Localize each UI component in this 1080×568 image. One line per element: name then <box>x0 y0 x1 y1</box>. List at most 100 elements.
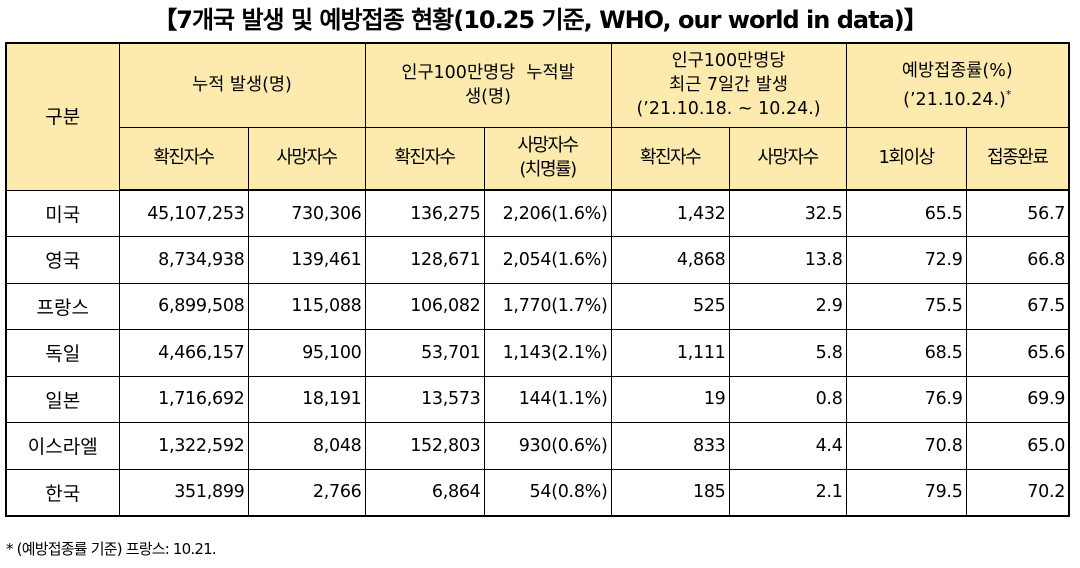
value-cell: 730,306 <box>247 189 366 237</box>
value-cell: 6,864 <box>364 468 485 516</box>
value-cell: 1,322,592 <box>118 422 249 470</box>
subheader-confirmed: 확진자수 <box>610 126 730 191</box>
value-cell: 1,143(2.1%) <box>483 329 612 377</box>
value-cell: 56.7 <box>965 189 1070 237</box>
value-cell: 152,803 <box>364 422 485 470</box>
table-row: 영국 8,734,938 139,461 128,671 2,054(1.6%) 4,86… <box>5 236 1070 284</box>
subheader-first-dose: 1회이상 <box>845 126 967 191</box>
value-cell: 67.5 <box>965 282 1070 330</box>
value-cell: 65.5 <box>845 189 967 237</box>
page-title: 【7개국 발생 및 예방접종 현황(10.25 기준, WHO, our wor… <box>153 6 927 34</box>
country-cell: 영국 <box>5 236 120 284</box>
group-header-per-million-cumulative: 인구100만명당 누적발 생(명) <box>364 42 612 128</box>
value-cell: 32.5 <box>728 189 847 237</box>
value-cell: 115,088 <box>247 282 366 330</box>
value-cell: 144(1.1%) <box>483 375 612 423</box>
value-cell: 13,573 <box>364 375 485 423</box>
table-row: 한국 351,899 2,766 6,864 54(0.8%) 185 2.1 79.5 70.… <box>5 468 1070 516</box>
subheader-deaths: 사망자수 <box>247 126 366 191</box>
group-header-line: 인구100만명당 <box>671 51 786 72</box>
value-cell: 76.9 <box>845 375 967 423</box>
value-cell: 525 <box>610 282 730 330</box>
group-header-line: (’21.10.18. ~ 10.24.) <box>636 99 821 120</box>
value-cell: 18,191 <box>247 375 366 423</box>
group-header-line: 예방접종률(%) <box>901 60 1013 81</box>
value-cell: 136,275 <box>364 189 485 237</box>
subheader-label: (치명률) <box>519 159 577 181</box>
value-cell: 128,671 <box>364 236 485 284</box>
subheader-fully-vaccinated: 접종완료 <box>965 126 1070 191</box>
table-row: 미국 45,107,253 730,306 136,275 2,206(1.6%) 1,4… <box>5 189 1070 237</box>
country-cell: 한국 <box>5 468 120 516</box>
subheader-label: 확진자수 <box>153 147 215 169</box>
category-header: 구분 <box>5 42 120 191</box>
value-cell: 4,868 <box>610 236 730 284</box>
value-cell: 70.8 <box>845 422 967 470</box>
value-cell: 833 <box>610 422 730 470</box>
value-cell: 185 <box>610 468 730 516</box>
table-row: 이스라엘 1,322,592 8,048 152,803 930(0.6%) 833 4.4… <box>5 422 1070 470</box>
value-cell: 65.6 <box>965 329 1070 377</box>
value-cell: 8,048 <box>247 422 366 470</box>
value-cell: 5.8 <box>728 329 847 377</box>
country-cell: 이스라엘 <box>5 422 120 470</box>
value-cell: 45,107,253 <box>118 189 249 237</box>
subheader-label: 사망자수 <box>757 147 819 169</box>
subheader-label: 1회이상 <box>878 147 935 169</box>
group-header-line: 최근 7일간 발생 <box>669 75 788 96</box>
value-cell: 0.8 <box>728 375 847 423</box>
table-row: 독일 4,466,157 95,100 53,701 1,143(2.1%) 1,111 5… <box>5 329 1070 377</box>
group-header-line: 생(명) <box>465 87 511 108</box>
value-cell: 54(0.8%) <box>483 468 612 516</box>
value-cell: 8,734,938 <box>118 236 249 284</box>
value-cell: 1,770(1.7%) <box>483 282 612 330</box>
subheader-label: 사망자수 <box>517 135 579 157</box>
group-header-line: (’21.10.24.) <box>903 89 1006 110</box>
value-cell: 75.5 <box>845 282 967 330</box>
value-cell: 2,054(1.6%) <box>483 236 612 284</box>
value-cell: 4,466,157 <box>118 329 249 377</box>
value-cell: 79.5 <box>845 468 967 516</box>
value-cell: 4.4 <box>728 422 847 470</box>
value-cell: 95,100 <box>247 329 366 377</box>
value-cell: 930(0.6%) <box>483 422 612 470</box>
group-header-cumulative: 누적 발생(명) <box>118 42 366 128</box>
value-cell: 72.9 <box>845 236 967 284</box>
table-row: 프랑스 6,899,508 115,088 106,082 1,770(1.7%) 525… <box>5 282 1070 330</box>
value-cell: 68.5 <box>845 329 967 377</box>
country-cell: 독일 <box>5 329 120 377</box>
country-cell: 프랑스 <box>5 282 120 330</box>
covid-status-table: 구분 누적 발생(명) 인구100만명당 누적발 생(명) 인구100만명당 최… <box>5 42 1071 517</box>
value-cell: 2.9 <box>728 282 847 330</box>
value-cell: 351,899 <box>118 468 249 516</box>
value-cell: 2,206(1.6%) <box>483 189 612 237</box>
value-cell: 70.2 <box>965 468 1070 516</box>
value-cell: 66.8 <box>965 236 1070 284</box>
table-row: 일본 1,716,692 18,191 13,573 144(1.1%) 19 0.8 76.… <box>5 375 1070 423</box>
subheader-deaths-fatality: 사망자수 (치명률) <box>483 126 612 191</box>
value-cell: 139,461 <box>247 236 366 284</box>
subheader-confirmed: 확진자수 <box>118 126 249 191</box>
value-cell: 13.8 <box>728 236 847 284</box>
subheader-label: 확진자수 <box>394 147 456 169</box>
group-header-label: 누적 발생(명) <box>192 75 292 96</box>
subheader-label: 사망자수 <box>276 147 338 169</box>
value-cell: 1,111 <box>610 329 730 377</box>
value-cell: 1,716,692 <box>118 375 249 423</box>
value-cell: 2,766 <box>247 468 366 516</box>
subheader-label: 접종완료 <box>987 147 1049 169</box>
value-cell: 106,082 <box>364 282 485 330</box>
subheader-deaths: 사망자수 <box>728 126 847 191</box>
value-cell: 2.1 <box>728 468 847 516</box>
value-cell: 1,432 <box>610 189 730 237</box>
value-cell: 69.9 <box>965 375 1070 423</box>
value-cell: 19 <box>610 375 730 423</box>
value-cell: 53,701 <box>364 329 485 377</box>
footnote-marker: * <box>1005 87 1012 101</box>
value-cell: 65.0 <box>965 422 1070 470</box>
footnote: * (예방접종률 기준) 프랑스: 10.21. <box>6 540 217 558</box>
value-cell: 6,899,508 <box>118 282 249 330</box>
country-cell: 일본 <box>5 375 120 423</box>
group-header-line: 인구100만명당 누적발 <box>401 63 575 84</box>
group-header-per-million-recent-7days: 인구100만명당 최근 7일간 발생 (’21.10.18. ~ 10.24.) <box>610 42 847 128</box>
